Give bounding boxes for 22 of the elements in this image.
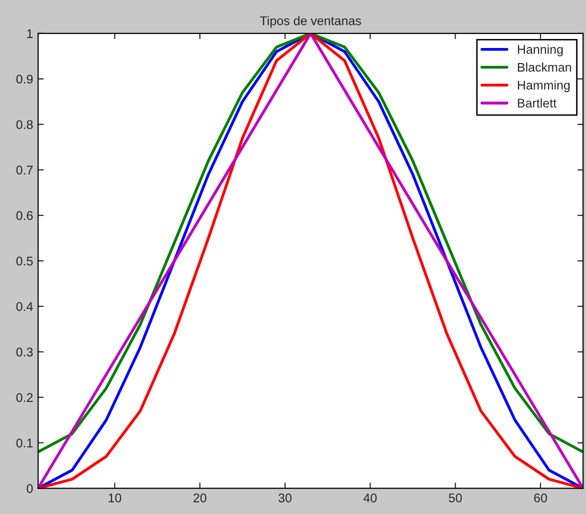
chart-title: Tipos de ventanas xyxy=(260,16,361,28)
legend-label: Hanning xyxy=(518,44,563,56)
legend-label: Bartlett xyxy=(518,98,556,108)
y-tick-label: 0.5 xyxy=(16,256,33,266)
y-tick-label: 0.6 xyxy=(16,211,33,220)
y-tick-label: 0.9 xyxy=(16,74,33,84)
x-tick-label: 20 xyxy=(194,493,206,502)
y-tick-label: 0.4 xyxy=(16,302,33,311)
y-tick-label: 0 xyxy=(26,484,33,493)
x-tick-label: 10 xyxy=(108,493,122,502)
y-tick-label: 0.8 xyxy=(16,120,33,130)
x-tick-label: 30 xyxy=(278,493,292,502)
y-tick-label: 0.1 xyxy=(16,438,33,448)
y-tick-label: 0.3 xyxy=(16,348,33,356)
y-tick-label: 0.7 xyxy=(16,166,33,175)
legend-label: Blackman xyxy=(518,62,572,72)
x-tick-label: 60 xyxy=(534,493,547,502)
legend-label: Hamming xyxy=(518,80,570,92)
x-tick-label: 50 xyxy=(448,493,462,502)
y-tick-label: 1 xyxy=(27,29,33,38)
y-tick-label: 0.2 xyxy=(16,393,33,402)
x-tick-label: 40 xyxy=(364,493,377,502)
